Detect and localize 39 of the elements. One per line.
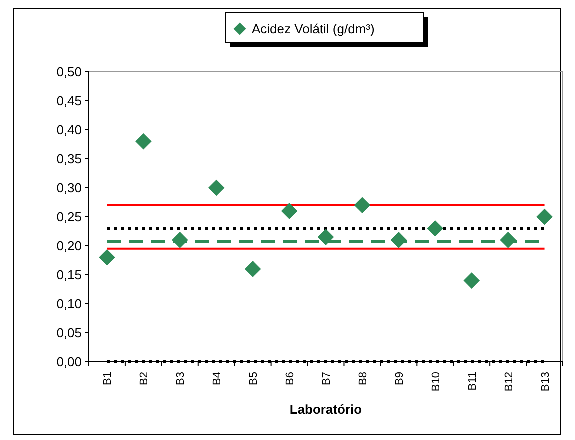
x-tick-label: B5 [248,372,260,386]
x-tick-label: B3 [175,372,188,386]
y-tick-label: 0,45 [56,94,82,109]
y-tick-label: 0,00 [56,354,82,370]
y-tick-label: 0,40 [56,122,82,138]
x-tick-label: B11 [466,372,479,391]
x-tick-label: B13 [540,372,552,392]
y-tick-label: 0,05 [56,326,82,341]
y-tick-label: 0,30 [56,180,82,196]
point [281,203,298,220]
x-tick-label: B9 [394,372,406,386]
point [318,229,334,246]
x-tick-label: B12 [503,372,516,392]
x-tick-label: B7 [321,372,333,386]
y-tick-label: 0,25 [56,210,82,225]
y-tick-label: 0,50 [56,64,82,80]
x-tick-label: B4 [212,372,224,386]
y-tick-label: 0,35 [56,152,82,167]
y-tick-label: 0,10 [56,296,82,312]
point [99,249,116,266]
point [136,133,152,150]
x-tick-label: B8 [357,372,370,386]
x-tick-label: B1 [102,372,114,386]
legend-label: Acidez Volátil (g/dm³) [252,22,375,37]
point [536,208,553,226]
y-tick-label: 0,20 [56,238,82,254]
point [390,232,408,248]
point [172,232,188,248]
point [244,261,262,278]
x-axis-title: Laboratório [290,402,362,417]
x-tick-label: B10 [430,372,442,392]
point [208,180,225,196]
x-tick-label: B6 [284,372,297,386]
point [464,272,480,289]
y-tick-label: 0,15 [56,268,82,283]
point [354,197,371,214]
point [427,220,444,237]
point [500,232,516,248]
x-tick-label: B2 [138,372,151,386]
